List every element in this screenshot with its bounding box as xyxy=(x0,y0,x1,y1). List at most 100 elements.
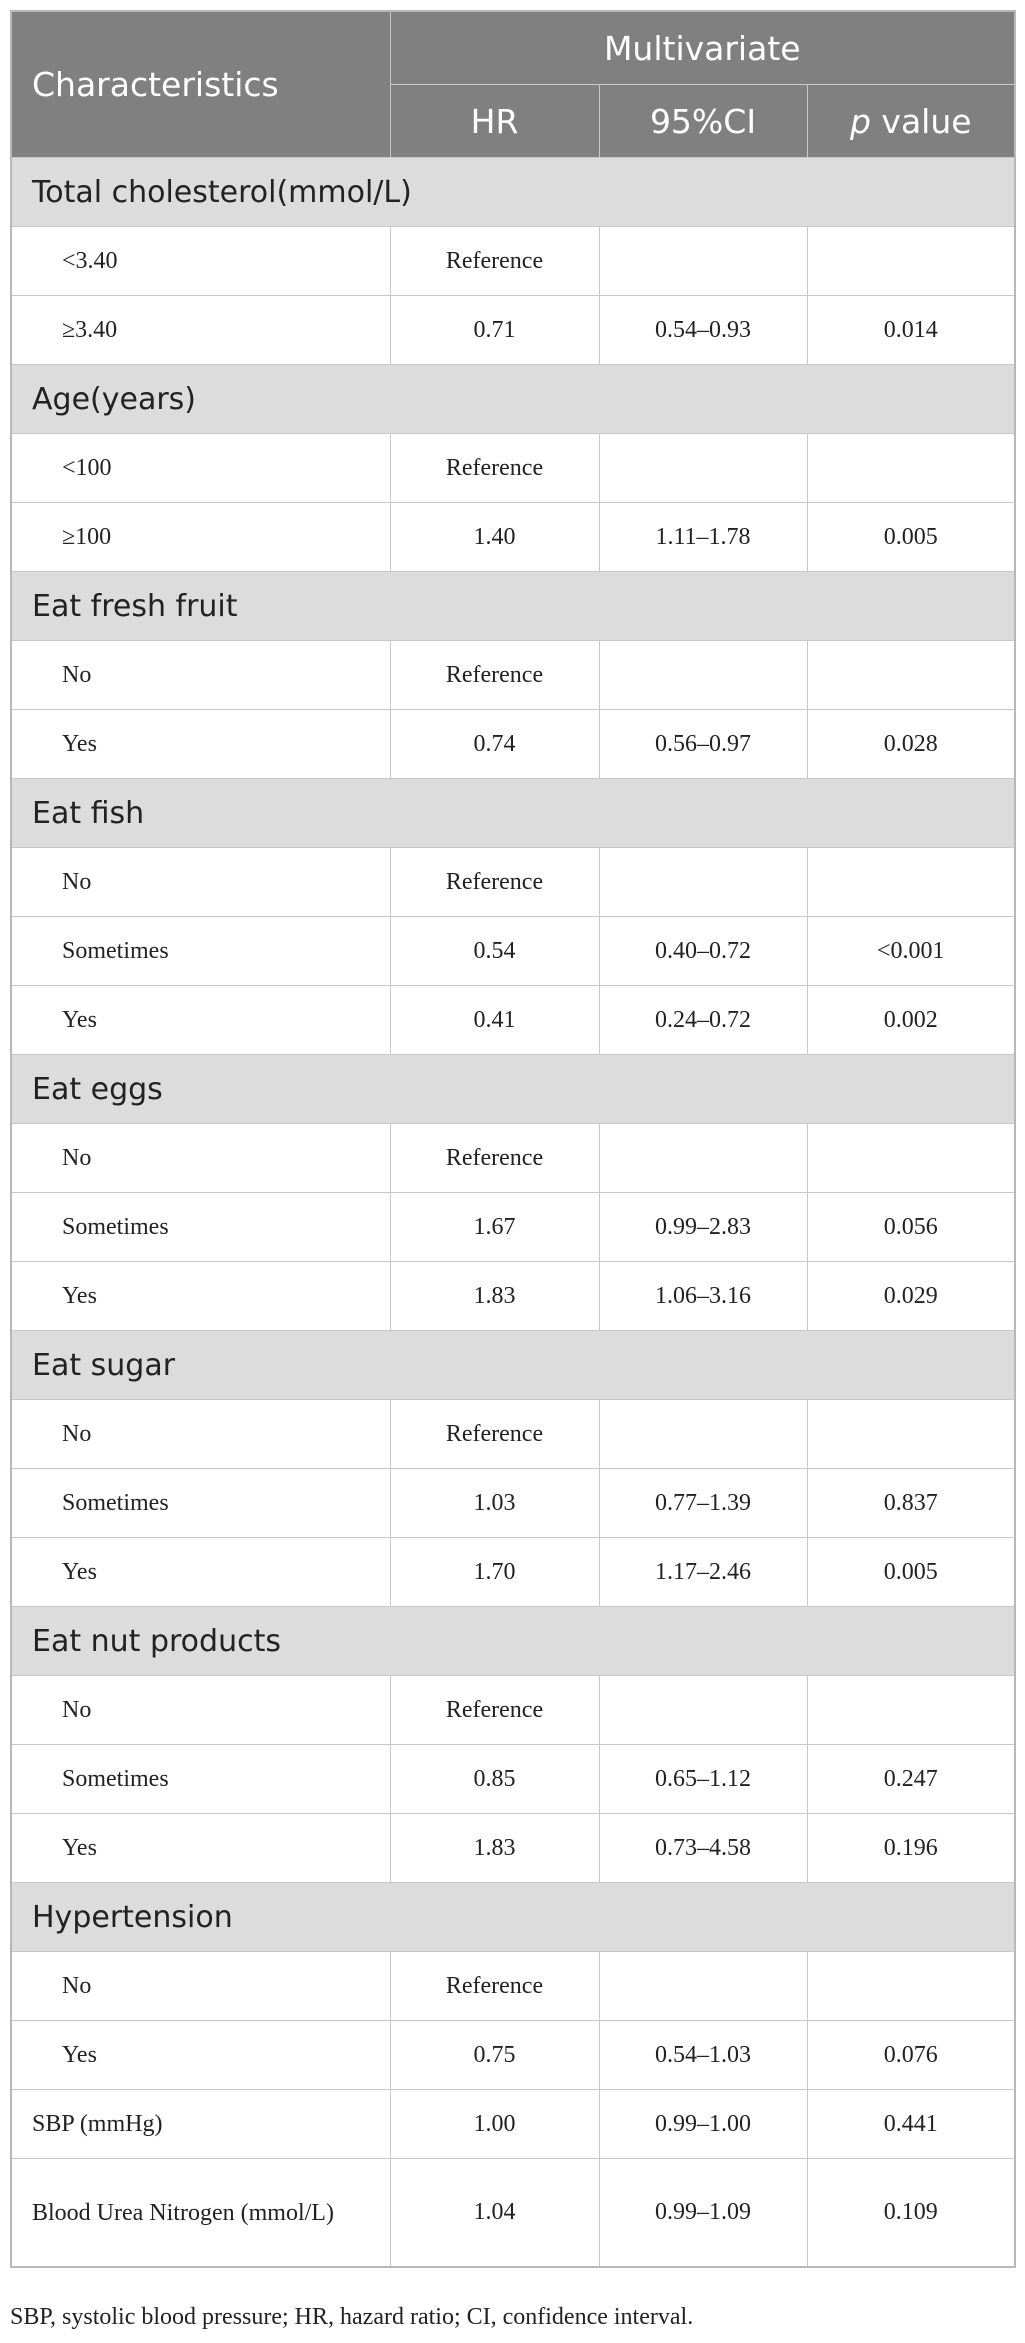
data-row: No Reference xyxy=(10,847,1016,917)
row-label: No xyxy=(10,1951,391,2021)
data-row: No Reference xyxy=(10,1675,1016,1745)
section-label: Eat nut products xyxy=(10,1606,1016,1676)
row-label: <3.40 xyxy=(10,226,391,296)
cell: 0.99–1.09 xyxy=(598,2158,808,2268)
cell xyxy=(598,640,808,710)
cell: 0.65–1.12 xyxy=(598,1744,808,1814)
section-row: Hypertension xyxy=(10,1882,1016,1952)
cell: 0.99–1.00 xyxy=(598,2089,808,2159)
row-label: Yes xyxy=(10,2020,391,2090)
cell: 0.54 xyxy=(389,916,600,986)
data-row: SBP (mmHg) 1.00 0.99–1.00 0.441 xyxy=(10,2089,1016,2159)
data-row: Yes 1.70 1.17–2.46 0.005 xyxy=(10,1537,1016,1607)
cell: Reference xyxy=(389,1123,600,1193)
cell: 0.54–1.03 xyxy=(598,2020,808,2090)
header-cell: HR xyxy=(389,84,600,158)
data-row: <3.40 Reference xyxy=(10,226,1016,296)
p-label: value xyxy=(881,101,972,141)
row-label: No xyxy=(10,640,391,710)
section-label: Total cholesterol(mmol/L) xyxy=(10,157,1016,227)
cell: 0.56–0.97 xyxy=(598,709,808,779)
cell: Reference xyxy=(389,640,600,710)
cell: 0.196 xyxy=(806,1813,1016,1883)
section-label: Eat fish xyxy=(10,778,1016,848)
cell: 1.83 xyxy=(389,1813,600,1883)
cell: Reference xyxy=(389,433,600,503)
cell: 1.11–1.78 xyxy=(598,502,808,572)
cell: Reference xyxy=(389,226,600,296)
row-label: Sometimes xyxy=(10,916,391,986)
data-row: Yes 0.74 0.56–0.97 0.028 xyxy=(10,709,1016,779)
data-row: Sometimes 0.85 0.65–1.12 0.247 xyxy=(10,1744,1016,1814)
cell xyxy=(806,1675,1016,1745)
data-row: Blood Urea Nitrogen (mmol/L) 1.04 0.99–1.0… xyxy=(10,2158,1016,2268)
cell xyxy=(806,1399,1016,1469)
cell xyxy=(598,1675,808,1745)
cell: 0.71 xyxy=(389,295,600,365)
row-label: <100 xyxy=(10,433,391,503)
cell: Reference xyxy=(389,1951,600,2021)
cell xyxy=(598,1123,808,1193)
cell: 0.74 xyxy=(389,709,600,779)
cell: 0.029 xyxy=(806,1261,1016,1331)
section-row: Eat fresh fruit xyxy=(10,571,1016,641)
section-row: Eat sugar xyxy=(10,1330,1016,1400)
data-row: Yes 1.83 1.06–3.16 0.029 xyxy=(10,1261,1016,1331)
cell: 1.06–3.16 xyxy=(598,1261,808,1331)
cell: 0.247 xyxy=(806,1744,1016,1814)
data-row: No Reference xyxy=(10,1399,1016,1469)
cell: 0.005 xyxy=(806,1537,1016,1607)
cell xyxy=(598,433,808,503)
cell: 0.056 xyxy=(806,1192,1016,1262)
p-symbol: p xyxy=(849,101,871,141)
header-cell: Characteristics xyxy=(10,10,391,158)
cell: 0.75 xyxy=(389,2020,600,2090)
cell: 1.83 xyxy=(389,1261,600,1331)
cell: Reference xyxy=(389,1675,600,1745)
cell: Reference xyxy=(389,1399,600,1469)
data-row: No Reference xyxy=(10,1951,1016,2021)
cell: 1.67 xyxy=(389,1192,600,1262)
cell: <0.001 xyxy=(806,916,1016,986)
row-label: Yes xyxy=(10,1813,391,1883)
cell: 0.005 xyxy=(806,502,1016,572)
cell: 0.002 xyxy=(806,985,1016,1055)
cell: 0.028 xyxy=(806,709,1016,779)
row-label: ≥3.40 xyxy=(10,295,391,365)
row-label: No xyxy=(10,1123,391,1193)
table-head: Characteristics Multivariate HR 95%CI p … xyxy=(10,10,1016,158)
row-label: Blood Urea Nitrogen (mmol/L) xyxy=(10,2158,391,2268)
cell xyxy=(598,1399,808,1469)
cell xyxy=(598,226,808,296)
cell: 0.85 xyxy=(389,1744,600,1814)
cell: 0.837 xyxy=(806,1468,1016,1538)
cell: 0.41 xyxy=(389,985,600,1055)
cell: 0.441 xyxy=(806,2089,1016,2159)
data-row: No Reference xyxy=(10,640,1016,710)
cell: 0.014 xyxy=(806,295,1016,365)
header-row: HR 95%CI p value xyxy=(11,84,1016,158)
data-row: Sometimes 0.54 0.40–0.72 <0.001 xyxy=(10,916,1016,986)
cell xyxy=(806,433,1016,503)
header-cell: 95%CI xyxy=(598,84,808,158)
data-row: Yes 0.41 0.24–0.72 0.002 xyxy=(10,985,1016,1055)
cell: 1.03 xyxy=(389,1468,600,1538)
data-row: No Reference xyxy=(10,1123,1016,1193)
section-row: Eat fish xyxy=(10,778,1016,848)
results-table: Characteristics Multivariate HR 95%CI p … xyxy=(10,10,1017,2268)
section-row: Total cholesterol(mmol/L) xyxy=(10,157,1016,227)
data-row: Yes 0.75 0.54–1.03 0.076 xyxy=(10,2020,1016,2090)
row-label: Sometimes xyxy=(10,1192,391,1262)
cell: 0.99–2.83 xyxy=(598,1192,808,1262)
cell: 0.24–0.72 xyxy=(598,985,808,1055)
data-row: <100 Reference xyxy=(10,433,1016,503)
section-label: Eat sugar xyxy=(10,1330,1016,1400)
header-cell: p value xyxy=(806,84,1016,158)
footnote: SBP, systolic blood pressure; HR, hazard… xyxy=(10,2304,694,2330)
row-label: No xyxy=(10,1675,391,1745)
cell xyxy=(806,226,1016,296)
data-row: Yes 1.83 0.73–4.58 0.196 xyxy=(10,1813,1016,1883)
row-label: Sometimes xyxy=(10,1744,391,1814)
header-cell: Multivariate xyxy=(389,10,1016,85)
